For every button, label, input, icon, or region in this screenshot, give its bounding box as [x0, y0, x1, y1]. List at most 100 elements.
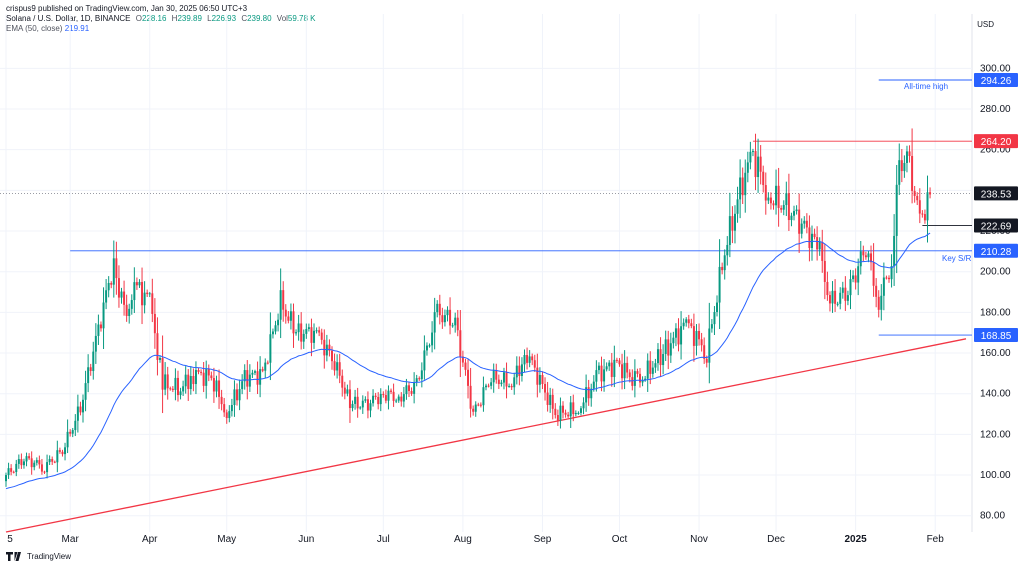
candle-body	[182, 386, 185, 392]
ohlc-high: H239.89	[171, 14, 202, 23]
candle-body	[551, 394, 554, 409]
candle-body	[564, 412, 567, 415]
candle-body	[461, 356, 464, 363]
candle-body	[492, 370, 495, 383]
candle-body	[500, 382, 503, 385]
candle-body	[628, 372, 631, 378]
candle-body	[569, 402, 572, 417]
price-tick-label: 300.00	[980, 63, 1011, 74]
candle-body	[205, 369, 208, 386]
price-tick-label: 80.00	[980, 511, 1005, 522]
candle-body	[315, 330, 318, 332]
candle-body	[487, 385, 490, 387]
candle-body	[51, 459, 54, 462]
candle-body	[769, 197, 772, 204]
candle-body	[38, 460, 41, 465]
price-tick-label: 160.00	[980, 348, 1011, 359]
candle-body	[390, 390, 393, 392]
candle-body	[266, 362, 269, 364]
candle-body	[107, 282, 110, 291]
candle-body	[248, 374, 251, 387]
candle-body	[703, 345, 706, 359]
candle-body	[816, 237, 819, 250]
candle-body	[656, 349, 659, 364]
candle-body	[603, 369, 606, 382]
candle-body	[672, 337, 675, 344]
candle-body	[446, 309, 449, 316]
candle-body	[864, 255, 867, 258]
candle-body	[53, 461, 56, 463]
candle-body	[22, 461, 25, 466]
candle-body	[415, 378, 418, 383]
candle-body	[71, 430, 74, 434]
candle-body	[43, 471, 46, 473]
candle-body	[754, 151, 757, 178]
price-tick-label: 140.00	[980, 389, 1011, 400]
candle-body	[413, 382, 416, 394]
ema-line[interactable]: EMA (50, close) 219.91	[6, 24, 316, 34]
trendline-layer	[5, 338, 967, 533]
candle-body	[739, 177, 742, 200]
candle-body	[677, 328, 680, 345]
candle-body	[418, 378, 421, 380]
ohlc-low: L226.93	[207, 14, 237, 23]
candle-body	[392, 391, 395, 401]
price-level-value: 222.69	[981, 222, 1012, 233]
symbol-name[interactable]: Solana / U.S. Dollar, 1D, BINANCE	[6, 14, 131, 23]
candle-body	[410, 391, 413, 394]
candle-body	[916, 195, 919, 201]
price-axis: 80.00 100.00 120.00 140.00 160.00 180.00 200.0…	[980, 63, 1011, 521]
time-axis: 5 Mar Apr May Jun Jul Aug Sep Oct Nov Dec 2025 Feb	[7, 534, 944, 545]
candle-body	[238, 389, 241, 401]
candle-body	[895, 184, 898, 236]
footer-brand: TradingView	[27, 552, 72, 561]
candle-body	[243, 370, 246, 382]
candle-body	[782, 205, 785, 210]
candle-body	[636, 371, 639, 374]
candle-body	[585, 387, 588, 403]
candle-body	[911, 155, 914, 191]
candle-body	[623, 362, 626, 379]
price-tick-label: 280.00	[980, 104, 1011, 115]
candle-body	[849, 279, 852, 296]
candle-body	[841, 287, 844, 293]
candle-body	[313, 330, 316, 343]
candle-body	[343, 387, 346, 394]
candle-body	[56, 450, 59, 463]
time-tick-label: Mar	[62, 534, 80, 545]
candle-body	[562, 405, 565, 413]
candle-body	[590, 388, 593, 399]
ema-value: 219.91	[64, 24, 90, 33]
candle-body	[297, 323, 300, 333]
published-line: crispus9 published on TradingView.com, J…	[6, 4, 248, 13]
candle-body	[210, 375, 213, 379]
candle-body	[854, 275, 857, 283]
candle-body	[518, 365, 521, 376]
candle-body	[700, 339, 703, 346]
candle-body	[556, 415, 559, 421]
candle-body	[757, 156, 760, 178]
candle-body	[495, 370, 498, 380]
candle-body	[572, 402, 575, 415]
candle-body	[246, 370, 249, 387]
candle-body	[402, 394, 405, 402]
candle-body	[423, 350, 426, 371]
candle-body	[146, 292, 149, 295]
candle-body	[690, 323, 693, 327]
candle-body	[731, 216, 734, 231]
candle-body	[698, 330, 701, 340]
candle-body	[241, 381, 244, 390]
candles-layer	[5, 128, 932, 487]
candle-body	[387, 390, 390, 401]
candle-body	[728, 216, 731, 245]
price-level-value: 264.20	[981, 137, 1012, 148]
candle-body	[361, 400, 364, 408]
candle-body	[513, 377, 516, 388]
candle-body	[99, 324, 102, 329]
currency-label[interactable]: USD	[977, 20, 994, 29]
candle-body	[161, 357, 164, 390]
candle-body	[92, 351, 95, 372]
candle-body	[467, 369, 470, 386]
candle-body	[271, 331, 274, 335]
